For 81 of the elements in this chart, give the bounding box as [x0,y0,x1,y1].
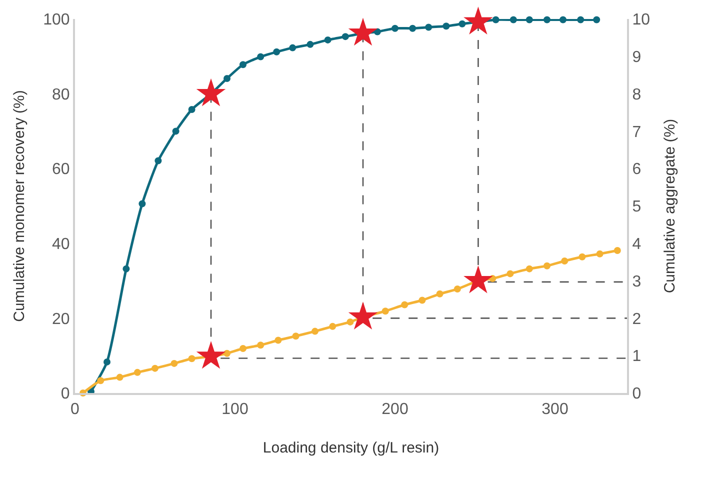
point [292,332,300,340]
point [188,355,196,362]
x-tick-label: 100 [222,401,248,418]
y-axis-title: Cumulative monomer recovery (%) [10,90,28,322]
point [224,74,230,82]
point [561,257,568,264]
point [172,128,180,135]
point [442,22,450,30]
y-tick-label: 60 [52,161,70,178]
point [401,301,408,308]
y-tick-label: 100 [43,12,70,29]
y2-tick-label: 7 [632,124,642,141]
y2-tick-label: 10 [632,12,650,29]
point [188,106,196,114]
point [152,364,158,372]
point [257,53,264,60]
point [134,368,141,376]
point [170,360,178,367]
point [97,377,104,384]
y2-tick-label: 9 [632,49,642,66]
point [544,262,550,270]
point [273,48,280,56]
point [382,308,389,315]
y2-tick-label: 4 [632,236,642,253]
point [257,342,264,349]
point [560,16,566,24]
point [454,286,461,293]
y-tick-label: 80 [52,86,70,104]
y-tick-label: 20 [52,310,70,328]
point [348,302,378,330]
point [392,24,398,32]
y2-tick-label: 6 [632,161,642,178]
point [458,20,466,28]
point [492,16,500,24]
point [224,350,230,357]
point [312,328,318,335]
point [116,374,124,381]
point [425,24,432,31]
point [614,247,621,254]
point [464,265,493,294]
y-tick-label: 0 [60,386,70,403]
point [510,16,517,24]
y2-tick-label: 0 [632,386,642,403]
y2-tick-label: 8 [632,86,642,104]
point [240,61,246,68]
y-tick-label: 40 [52,236,70,253]
point [526,265,533,272]
point [196,78,226,106]
point [104,358,110,366]
y2-tick-label: 3 [632,273,642,290]
point [274,336,282,344]
point [348,18,378,46]
point [289,44,296,52]
point [544,16,550,24]
x-tick-label: 300 [542,401,568,418]
point [506,270,514,278]
y2-tick-label: 2 [632,310,642,328]
point [346,318,354,326]
point [526,16,533,24]
x-axis-title: Loading density (g/L resin) [262,440,440,457]
point [436,290,444,298]
point [409,24,416,32]
point [578,253,586,260]
point [464,6,493,34]
y2-tick-label: 5 [632,198,642,216]
point [329,322,336,330]
point [342,33,349,40]
point [593,16,600,24]
point [240,344,246,352]
point [154,157,162,164]
y2-tick-label: 1 [632,348,642,366]
y2-axis-title: Cumulative aggregate (%) [662,118,679,294]
point [306,40,314,48]
point [418,296,426,304]
x-tick-label: 200 [382,401,408,418]
point [122,265,130,272]
point [324,36,332,44]
point [374,28,381,36]
point [138,200,146,208]
point [596,250,604,258]
point [577,16,584,24]
